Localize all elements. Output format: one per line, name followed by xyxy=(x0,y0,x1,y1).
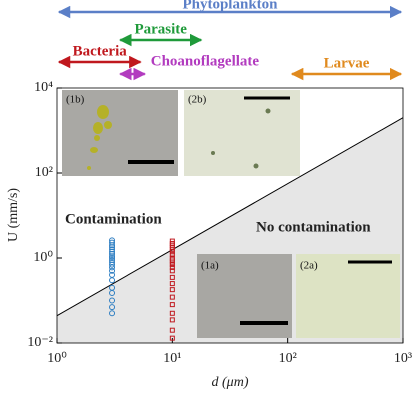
point xyxy=(109,248,116,255)
inset-image xyxy=(184,90,300,176)
point xyxy=(169,327,175,333)
x-axis-label: d (μm) xyxy=(212,375,249,390)
annotation: Contamination xyxy=(65,211,162,227)
y-tick-label: 10⁻² xyxy=(27,335,53,350)
y-tick-label: 10² xyxy=(35,165,53,180)
range-label: Phytoplankton xyxy=(182,0,278,12)
point xyxy=(109,304,116,311)
range-label: Parasite xyxy=(134,21,187,37)
point xyxy=(109,261,116,268)
inset-label: (2a) xyxy=(300,260,318,272)
inset-label: (1a) xyxy=(201,260,219,272)
y-tick-label: 10⁴ xyxy=(34,80,53,95)
point xyxy=(109,297,116,304)
cells xyxy=(211,108,271,169)
point xyxy=(169,294,175,300)
point xyxy=(109,250,116,257)
point xyxy=(109,310,116,317)
x-tick-label: 10⁰ xyxy=(47,351,67,366)
x-tick-label: 10¹ xyxy=(163,351,181,366)
x-tick-label: 10² xyxy=(279,351,297,366)
point xyxy=(109,290,116,297)
point xyxy=(169,317,175,323)
y-axis-label: U (mm/s) xyxy=(6,188,21,242)
point xyxy=(169,262,175,268)
point xyxy=(109,253,116,260)
point xyxy=(169,335,175,341)
point xyxy=(169,274,175,280)
x-tick-label: 10³ xyxy=(394,351,412,366)
threshold-line xyxy=(56,117,404,317)
point xyxy=(109,267,116,274)
point xyxy=(109,255,116,261)
point xyxy=(169,249,175,255)
range-label: Bacteria xyxy=(73,43,128,59)
range-label: Larvae xyxy=(324,55,370,71)
point xyxy=(109,264,116,271)
inset-label: (1b) xyxy=(66,94,85,106)
plot-frame xyxy=(56,87,404,344)
point xyxy=(169,310,175,316)
point xyxy=(169,264,175,270)
point xyxy=(109,277,116,284)
point xyxy=(109,242,116,249)
point xyxy=(169,268,175,274)
point xyxy=(169,302,175,308)
point xyxy=(169,287,175,293)
inset-label: (2b) xyxy=(188,94,207,106)
point xyxy=(169,281,175,287)
point xyxy=(169,252,175,258)
y-tick-label: 10⁰ xyxy=(33,250,53,265)
cell-cluster xyxy=(87,105,112,170)
annotation: No contamination xyxy=(256,219,371,235)
range-label: Choanoflagellate xyxy=(151,53,260,69)
inset-image xyxy=(296,254,400,338)
